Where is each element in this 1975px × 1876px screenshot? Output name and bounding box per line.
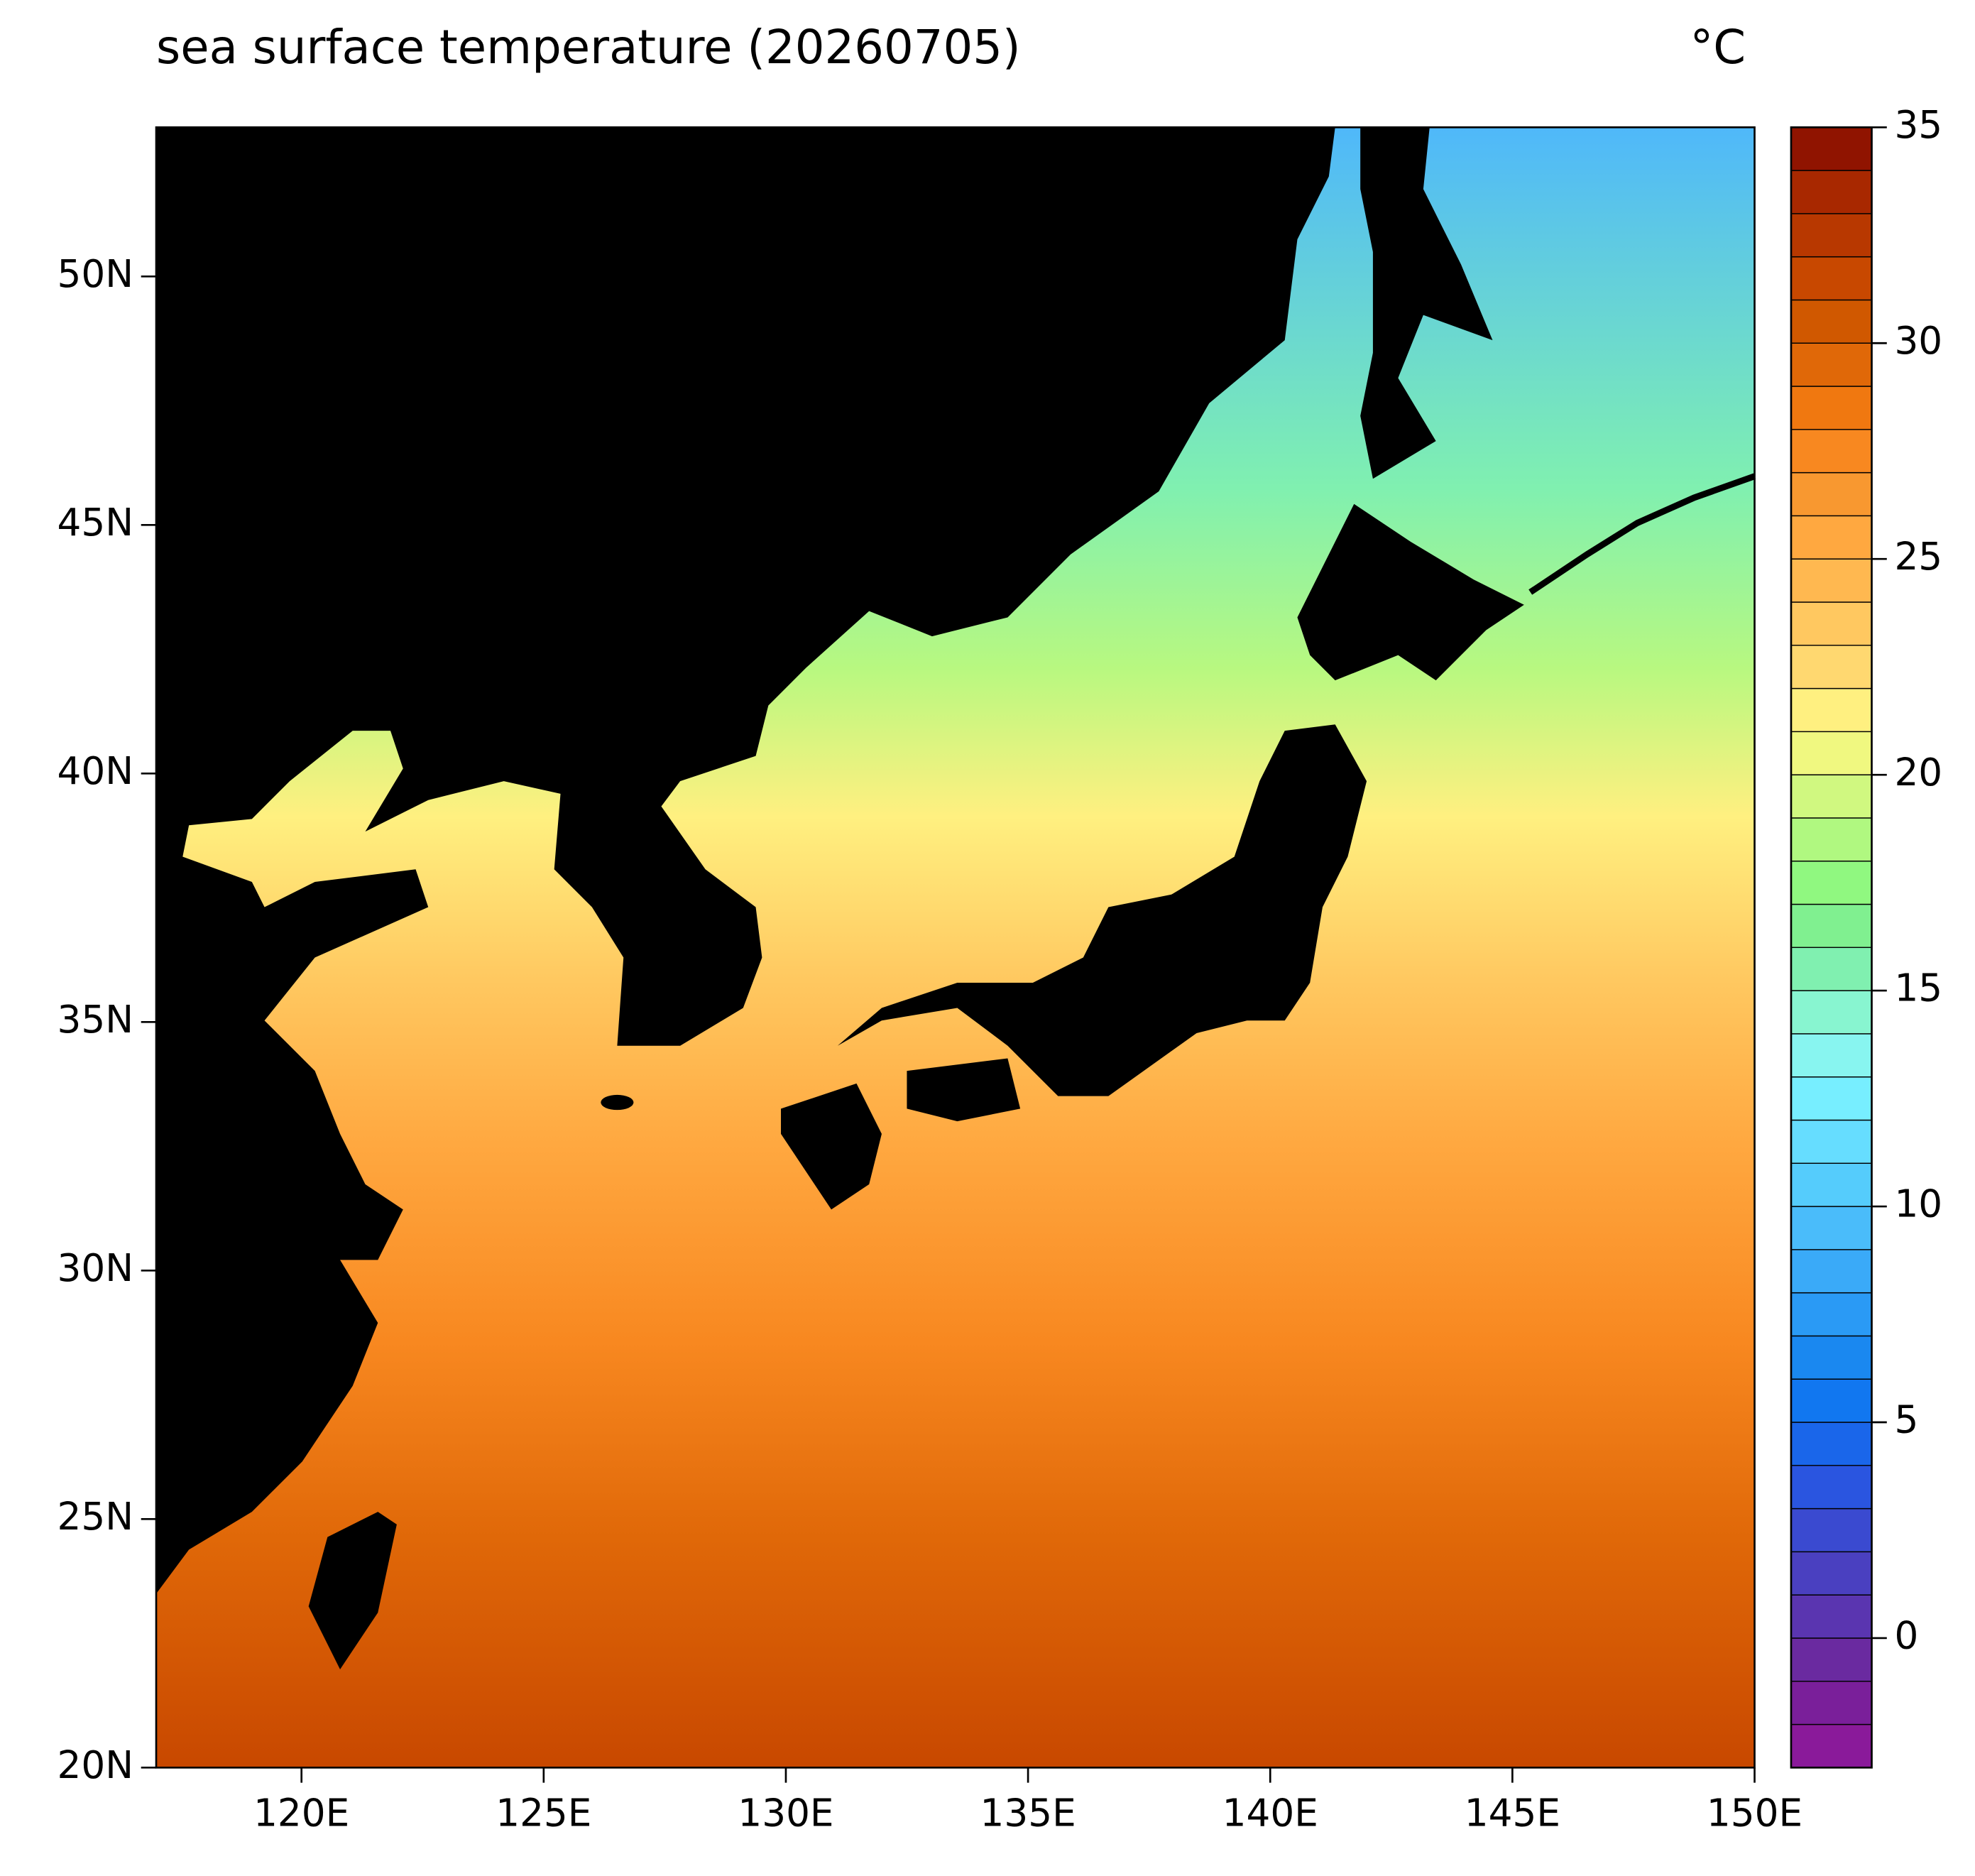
colorbar-segment bbox=[1790, 429, 1873, 474]
colorbar-segment bbox=[1790, 342, 1873, 387]
x-tick-label: 140E bbox=[1222, 1791, 1318, 1835]
colorbar-tick-label: 10 bbox=[1894, 1182, 1942, 1226]
x-tick-label: 135E bbox=[980, 1791, 1076, 1835]
colorbar-segment bbox=[1790, 947, 1873, 991]
y-tick-label: 50N bbox=[58, 252, 134, 296]
y-tick-label: 40N bbox=[58, 749, 134, 793]
y-tick-label: 35N bbox=[58, 998, 134, 1042]
x-tick-label: 145E bbox=[1465, 1791, 1560, 1835]
map-frame bbox=[155, 126, 1756, 1769]
colorbar-segment bbox=[1790, 1162, 1873, 1207]
honshu bbox=[837, 724, 1367, 1096]
colorbar-segment bbox=[1790, 256, 1873, 301]
y-tick-label: 45N bbox=[58, 501, 134, 545]
colorbar-segment bbox=[1790, 126, 1873, 171]
colorbar-segment bbox=[1790, 1507, 1873, 1553]
colorbar-segment bbox=[1790, 1335, 1873, 1380]
colorbar-segment bbox=[1790, 1681, 1873, 1725]
colorbar-segment bbox=[1790, 1465, 1873, 1510]
y-tick-label: 25N bbox=[58, 1495, 134, 1539]
colorbar-segment bbox=[1790, 601, 1873, 646]
colorbar-segment bbox=[1790, 817, 1873, 862]
colorbar-segment bbox=[1790, 903, 1873, 949]
map bbox=[155, 126, 1756, 1769]
colorbar-segment bbox=[1790, 213, 1873, 258]
colorbar-segment bbox=[1790, 687, 1873, 733]
colorbar-tick-label: 35 bbox=[1894, 103, 1942, 147]
jeju bbox=[601, 1094, 634, 1111]
x-tick-label: 130E bbox=[738, 1791, 833, 1835]
colorbar-tick-label: 15 bbox=[1894, 966, 1942, 1010]
colorbar-segment bbox=[1790, 558, 1873, 603]
y-tick-label: 30N bbox=[58, 1246, 134, 1290]
colorbar-segment bbox=[1790, 170, 1873, 214]
colorbar-segment bbox=[1790, 1378, 1873, 1423]
hokkaido bbox=[1297, 503, 1524, 681]
colorbar-tick-label: 25 bbox=[1894, 535, 1942, 579]
axes: 120E 125E 130E 135E 140E 145E 150E 20N 25N 30N 35N… bbox=[58, 252, 1803, 1835]
colorbar-segment bbox=[1790, 861, 1873, 905]
colorbar-segment bbox=[1790, 1594, 1873, 1639]
colorbar-segment bbox=[1790, 471, 1873, 517]
colorbar-frame bbox=[1790, 126, 1873, 1769]
colorbar-segment bbox=[1790, 1422, 1873, 1466]
colorbar-segment bbox=[1790, 645, 1873, 689]
colorbar-tick-label: 5 bbox=[1894, 1398, 1918, 1442]
colorbar-tick-label: 0 bbox=[1894, 1614, 1918, 1658]
colorbar-segment bbox=[1790, 515, 1873, 560]
colorbar-segment bbox=[1790, 1249, 1873, 1294]
mainland bbox=[156, 127, 1335, 1594]
colorbar-segment bbox=[1790, 386, 1873, 430]
unit-label: °C bbox=[1690, 21, 1746, 75]
x-tick-label: 125E bbox=[496, 1791, 591, 1835]
colorbar-segment bbox=[1790, 774, 1873, 819]
colorbar-segment bbox=[1790, 1119, 1873, 1164]
x-tick-label: 120E bbox=[253, 1791, 349, 1835]
colorbar-segment bbox=[1790, 1033, 1873, 1078]
colorbar-segment bbox=[1790, 731, 1873, 775]
taiwan bbox=[308, 1512, 397, 1669]
colorbar: 0 5 10 15 20 25 30 35 bbox=[1790, 103, 1942, 1769]
colorbar-segment bbox=[1790, 990, 1873, 1035]
colorbar-segment bbox=[1790, 1206, 1873, 1250]
colorbar-segment bbox=[1790, 299, 1873, 344]
y-tick-label: 20N bbox=[58, 1743, 134, 1787]
colorbar-segment bbox=[1790, 1723, 1873, 1769]
colorbar-segment bbox=[1790, 1076, 1873, 1121]
colorbar-segment bbox=[1790, 1551, 1873, 1596]
kurils bbox=[1528, 473, 1756, 595]
sakhalin bbox=[1360, 127, 1493, 479]
land bbox=[156, 127, 1756, 1669]
x-tick-label: 150E bbox=[1707, 1791, 1802, 1835]
colorbar-tick-label: 30 bbox=[1894, 319, 1942, 363]
kyushu bbox=[781, 1083, 882, 1210]
colorbar-tick-label: 20 bbox=[1894, 751, 1942, 795]
colorbar-segment bbox=[1790, 1292, 1873, 1337]
colorbar-segment bbox=[1790, 1637, 1873, 1682]
title: sea surface temperature (20260705) bbox=[156, 21, 1021, 75]
shikoku bbox=[907, 1058, 1021, 1122]
